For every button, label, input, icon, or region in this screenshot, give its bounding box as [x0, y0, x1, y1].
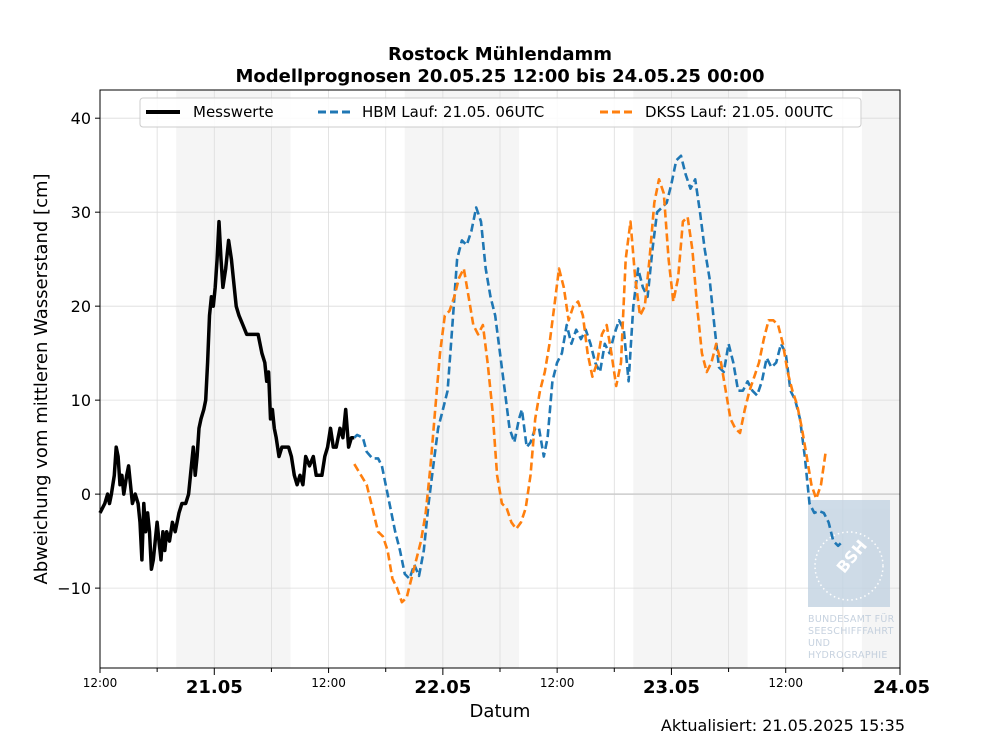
x-tick-label-time: 12:00: [768, 676, 803, 690]
axis-ticks: −10 0 10 20 30 40 12:00 12:00 12:00 12:00 21.05 22.…: [57, 109, 930, 698]
night-bands: [176, 90, 900, 668]
night-band-0: [176, 90, 291, 668]
series-line-1: [353, 154, 844, 580]
legend-label-hbm: HBM Lauf: 21.05. 06UTC: [362, 103, 544, 121]
y-tick-label: −10: [57, 579, 91, 598]
bsh-org-line-1: BUNDESAMT FÜR: [808, 614, 895, 625]
night-band-1: [404, 90, 520, 668]
y-tick-label: 30: [71, 203, 91, 222]
x-tick-label-date: 23.05: [643, 677, 700, 698]
updated-timestamp: Aktualisiert: 21.05.2025 15:35: [661, 716, 905, 735]
x-tick-label-date: 21.05: [186, 677, 243, 698]
y-tick-label: 0: [81, 485, 91, 504]
legend-label-messwerte: Messwerte: [193, 103, 274, 121]
bsh-org-line-3: UND: [808, 638, 830, 649]
y-axis-label: Abweichung vom mittleren Wasserstand [cm…: [31, 173, 52, 584]
bsh-org-line-2: SEESCHIFFFAHRT: [808, 626, 894, 637]
series-lines: [98, 154, 844, 604]
series-line-2: [353, 178, 827, 604]
x-tick-label-date: 22.05: [414, 677, 471, 698]
legend: Messwerte HBM Lauf: 21.05. 06UTC DKSS La…: [139, 97, 862, 128]
chart-title-line-2: Modellprognosen 20.05.25 12:00 bis 24.05…: [236, 66, 765, 87]
series-line-0: [98, 219, 355, 572]
x-tick-label-date: 24.05: [873, 677, 930, 698]
x-axis-label: Datum: [470, 701, 531, 722]
x-tick-label-time: 12:00: [311, 676, 346, 690]
y-tick-label: 40: [71, 109, 91, 128]
bsh-watermark-logo: BSH BUNDESAMT FÜR SEESCHIFFFAHRT UND HYD…: [808, 500, 895, 661]
chart-title-line-1: Rostock Mühlendamm: [388, 44, 612, 65]
y-tick-label: 10: [71, 391, 91, 410]
y-tick-label: 20: [71, 297, 91, 316]
x-tick-label-time: 12:00: [540, 676, 575, 690]
night-band-2: [633, 90, 748, 668]
bsh-org-line-4: HYDROGRAPHIE: [808, 650, 888, 661]
legend-label-dkss: DKSS Lauf: 21.05. 00UTC: [645, 103, 833, 121]
x-tick-label-time: 12:00: [83, 676, 118, 690]
